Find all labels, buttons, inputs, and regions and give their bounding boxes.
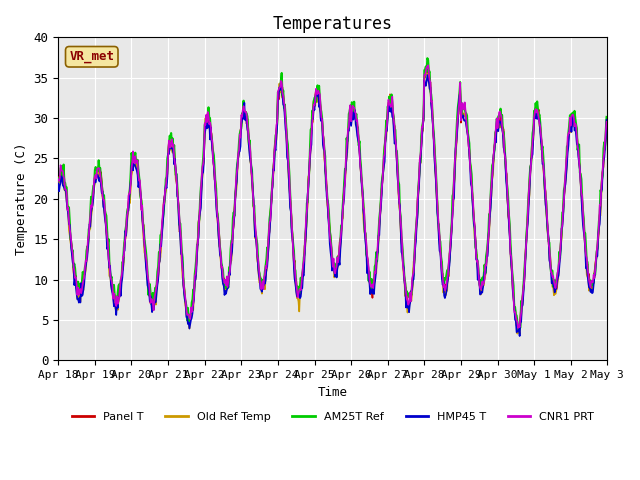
X-axis label: Time: Time — [318, 386, 348, 399]
Text: VR_met: VR_met — [69, 50, 115, 63]
Y-axis label: Temperature (C): Temperature (C) — [15, 143, 28, 255]
Legend: Panel T, Old Ref Temp, AM25T Ref, HMP45 T, CNR1 PRT: Panel T, Old Ref Temp, AM25T Ref, HMP45 … — [67, 407, 598, 426]
Title: Temperatures: Temperatures — [273, 15, 393, 33]
